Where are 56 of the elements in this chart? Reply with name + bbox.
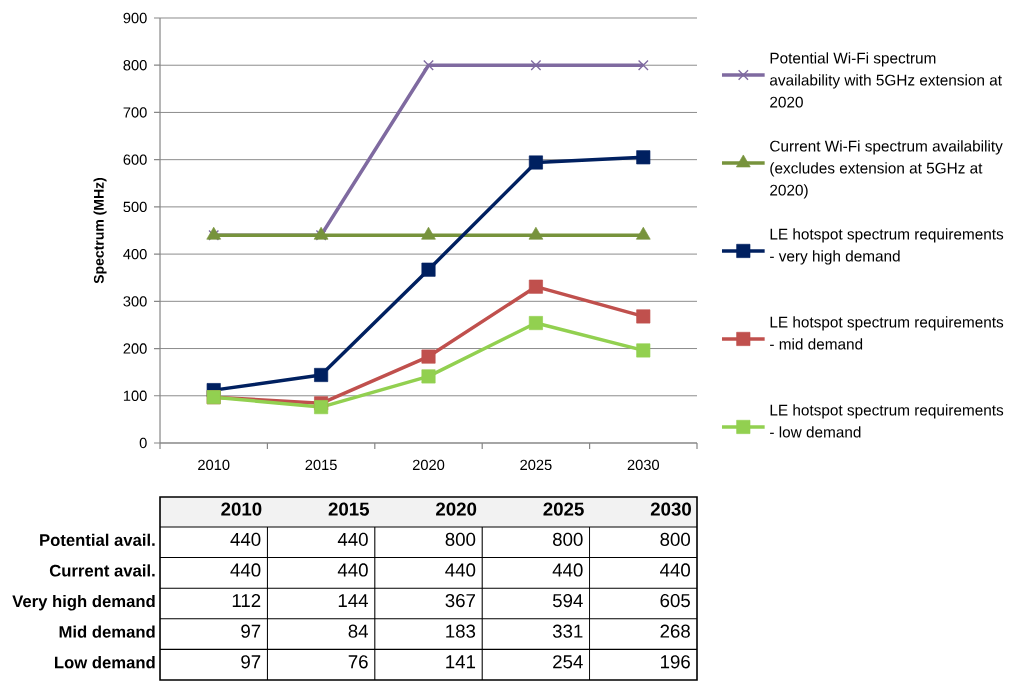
y-tick-label: 600 (123, 154, 147, 165)
data-label: 440 (552, 563, 583, 577)
y-tick-label: 900 (123, 12, 147, 24)
data-label: 97 (241, 624, 261, 638)
x-tick-label: 2020 (412, 459, 445, 471)
y-tick-label: 200 (123, 343, 147, 354)
data-label: 76 (348, 655, 368, 669)
x-tick-label: 2015 (305, 459, 337, 471)
text: Mid demand (59, 625, 155, 638)
category-label: 2010 (221, 502, 262, 516)
category-label: 2030 (650, 502, 691, 516)
data-label: 440 (230, 563, 261, 577)
y-tick-label: 300 (123, 296, 147, 307)
data-label: 196 (661, 655, 690, 669)
x-tick-label: 2030 (627, 459, 660, 471)
data-label: 440 (337, 563, 368, 577)
legend-label: LE hotspot spectrum requirements - low demand (770, 404, 1004, 438)
data-label: 268 (660, 624, 690, 638)
data-label: 440 (230, 532, 261, 546)
data-label: 440 (337, 532, 368, 546)
data-label: 800 (445, 532, 476, 546)
legend-label: Current Wi-Fi spectrum availability (excludes extension at 5GHz at 2020) (770, 140, 1003, 199)
data-label: 183 (446, 624, 476, 638)
data-label: 594 (552, 593, 583, 608)
legend-label: LE hotspot spectrum requirements - mid demand (770, 316, 1004, 350)
legend-label: LE hotspot spectrum requirements - very high demand (770, 228, 1004, 265)
y-tick-label: 700 (123, 107, 147, 118)
data-label: 367 (445, 593, 475, 608)
text: Potential avail. (40, 533, 155, 546)
data-label: 112 (232, 593, 261, 608)
text: Very high demand (12, 594, 155, 611)
data-label: 800 (660, 532, 691, 546)
data-label: 144 (338, 594, 368, 608)
data-label: 605 (660, 593, 690, 608)
category-label: 2025 (543, 502, 584, 516)
data-label: 440 (660, 563, 691, 577)
category-label: 2020 (436, 502, 477, 516)
y-tick-label: 500 (123, 201, 147, 213)
y-axis-title: Spectrum (MHz) (93, 177, 107, 284)
y-tick-label: 100 (123, 390, 147, 401)
legend-label: Potential Wi-Fi spectrum availability with 5GHz extension at 2020 (770, 52, 1002, 108)
category-label: 2015 (328, 502, 370, 516)
y-tick-label: 800 (123, 60, 147, 71)
data-label: 331 (552, 624, 583, 638)
text: Low demand (55, 656, 155, 669)
x-tick-label: 2010 (198, 459, 230, 471)
data-label: 440 (445, 563, 476, 577)
data-label: 84 (348, 624, 368, 638)
data-label: 800 (553, 532, 583, 546)
data-label: 254 (553, 655, 583, 669)
y-tick-label: 400 (123, 248, 147, 260)
y-tick-label: 0 (139, 437, 147, 449)
data-label: 141 (446, 655, 476, 669)
data-label: 97 (241, 655, 261, 669)
x-tick-label: 2025 (520, 459, 552, 471)
text: Current avail. (49, 564, 155, 577)
